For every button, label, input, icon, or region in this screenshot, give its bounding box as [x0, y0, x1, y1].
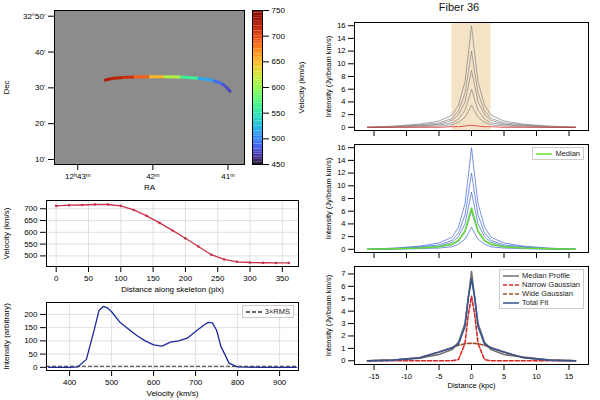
- svg-text:Intensity (Jy/beam km/s): Intensity (Jy/beam km/s): [324, 157, 333, 239]
- svg-text:150: 150: [24, 323, 38, 332]
- svg-text:8: 8: [341, 72, 345, 81]
- svg-text:40': 40': [35, 48, 46, 57]
- svg-text:700: 700: [24, 204, 38, 213]
- svg-text:14: 14: [337, 34, 345, 43]
- svg-text:200: 200: [179, 274, 193, 283]
- svg-text:Velocity (km/s): Velocity (km/s): [2, 207, 11, 259]
- html-text:Narrow Gaussian: Narrow Gaussian: [522, 280, 580, 289]
- svg-text:4: 4: [341, 97, 345, 106]
- svg-text:0: 0: [341, 356, 345, 365]
- html-text:3×RMS: 3×RMS: [264, 307, 290, 316]
- svg-text:41ᵐ: 41ᵐ: [221, 172, 235, 181]
- svg-text:2: 2: [341, 110, 345, 119]
- svg-text:10: 10: [337, 59, 345, 68]
- svg-text:900: 900: [273, 378, 287, 387]
- html-text:Fiber 36: Fiber 36: [438, 1, 480, 13]
- svg-text:550: 550: [24, 240, 38, 249]
- svg-text:12: 12: [337, 46, 345, 55]
- html-text:Wide Gaussian: Wide Gaussian: [522, 289, 573, 298]
- svg-text:Intensity (Jy/beam km/s): Intensity (Jy/beam km/s): [324, 274, 333, 356]
- svg-text:10: 10: [532, 372, 540, 381]
- svg-text:300: 300: [243, 274, 257, 283]
- svg-text:30': 30': [35, 83, 46, 92]
- svg-text:4: 4: [341, 307, 345, 316]
- svg-text:10: 10: [337, 181, 345, 190]
- svg-text:2: 2: [341, 232, 345, 241]
- svg-text:200: 200: [24, 310, 38, 319]
- svg-text:1: 1: [341, 344, 345, 353]
- svg-text:Distance (kpc): Distance (kpc): [448, 381, 496, 390]
- svg-text:12: 12: [337, 168, 345, 177]
- svg-text:500: 500: [24, 251, 38, 260]
- svg-text:14: 14: [337, 156, 345, 165]
- svg-text:450: 450: [272, 160, 286, 169]
- svg-text:Distance along skeleton (pix): Distance along skeleton (pix): [121, 285, 224, 294]
- svg-text:700: 700: [272, 32, 286, 41]
- svg-text:400: 400: [63, 378, 77, 387]
- svg-text:550: 550: [272, 109, 286, 118]
- svg-text:2: 2: [341, 331, 345, 340]
- html-text:Total Fit: Total Fit: [522, 298, 549, 307]
- svg-text:0: 0: [469, 372, 473, 381]
- html-text:Median Profile: Median Profile: [522, 271, 570, 280]
- svg-text:-15: -15: [369, 372, 380, 381]
- svg-text:0: 0: [341, 245, 345, 254]
- svg-text:20': 20': [35, 119, 46, 128]
- svg-text:Dec: Dec: [2, 80, 11, 94]
- svg-text:600: 600: [24, 228, 38, 237]
- svg-text:800: 800: [231, 378, 245, 387]
- svg-text:8: 8: [341, 194, 345, 203]
- svg-text:50: 50: [29, 350, 38, 359]
- svg-text:250: 250: [211, 274, 225, 283]
- svg-text:-5: -5: [436, 372, 443, 381]
- svg-text:0: 0: [33, 363, 38, 372]
- svg-text:650: 650: [272, 57, 286, 66]
- svg-text:Velocity (km/s): Velocity (km/s): [297, 61, 306, 113]
- html-text:Median: Median: [555, 149, 580, 158]
- svg-text:600: 600: [147, 378, 161, 387]
- svg-text:6: 6: [341, 207, 345, 216]
- svg-text:3: 3: [341, 319, 345, 328]
- svg-text:7: 7: [341, 269, 345, 278]
- svg-text:5: 5: [341, 294, 345, 303]
- svg-text:Intensity (arbitrary): Intensity (arbitrary): [2, 303, 11, 370]
- svg-text:Intensity (Jy/beam km/s): Intensity (Jy/beam km/s): [324, 35, 333, 117]
- svg-text:5: 5: [502, 372, 506, 381]
- svg-text:0: 0: [54, 274, 59, 283]
- svg-text:350: 350: [276, 274, 290, 283]
- svg-text:100: 100: [114, 274, 128, 283]
- svg-text:16: 16: [337, 143, 345, 152]
- svg-text:RA: RA: [144, 183, 156, 192]
- svg-text:32°50': 32°50': [23, 12, 46, 21]
- svg-text:Velocity (km/s): Velocity (km/s): [146, 389, 198, 398]
- svg-text:100: 100: [24, 336, 38, 345]
- svg-text:50: 50: [84, 274, 93, 283]
- svg-text:750: 750: [272, 6, 286, 15]
- svg-text:12ʰ43ᵐ: 12ʰ43ᵐ: [65, 172, 91, 181]
- svg-text:150: 150: [146, 274, 160, 283]
- svg-text:10': 10': [35, 155, 46, 164]
- svg-text:15: 15: [565, 372, 573, 381]
- svg-text:500: 500: [272, 134, 286, 143]
- svg-text:650: 650: [24, 216, 38, 225]
- svg-text:600: 600: [272, 83, 286, 92]
- svg-text:0: 0: [341, 123, 345, 132]
- svg-text:500: 500: [105, 378, 119, 387]
- svg-text:4: 4: [341, 219, 345, 228]
- svg-text:16: 16: [337, 21, 345, 30]
- svg-text:6: 6: [341, 85, 345, 94]
- svg-text:6: 6: [341, 282, 345, 291]
- svg-text:-10: -10: [401, 372, 412, 381]
- svg-text:700: 700: [189, 378, 203, 387]
- svg-text:42ᵐ: 42ᵐ: [146, 172, 160, 181]
